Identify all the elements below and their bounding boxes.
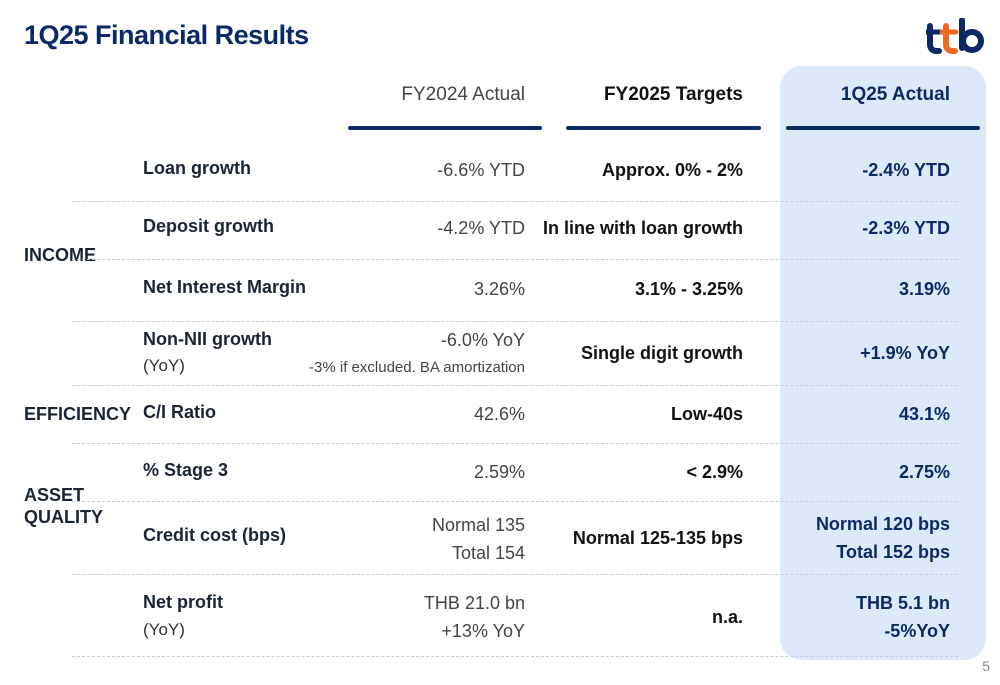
cell-q125: 3.19% <box>898 279 950 299</box>
row-metric-sub: (YoY) <box>143 356 185 375</box>
header-underline <box>348 126 542 130</box>
page-title: 1Q25 Financial Results <box>24 20 309 50</box>
cell-q125: 2.75% <box>898 462 950 482</box>
row-divider <box>72 443 958 444</box>
category-asset-quality: ASSET QUALITY <box>24 484 103 528</box>
header-underline <box>786 126 980 130</box>
cell-fy2024: -6.0% YoY <box>440 330 525 350</box>
cell-q125: -2.3% YTD <box>862 218 950 238</box>
row-metric: C/I Ratio <box>143 402 217 422</box>
cell-q125: +1.9% YoY <box>860 343 950 363</box>
row-metric: Credit cost (bps) <box>143 525 287 545</box>
cell-fy2025: Approx. 0% - 2% <box>601 160 743 180</box>
row-metric: Loan growth <box>143 158 251 178</box>
cell-q125: Normal 120 bps <box>815 514 950 534</box>
cell-fy2024-line2: Total 154 <box>451 543 525 563</box>
category-income: INCOME <box>24 245 96 265</box>
cell-fy2025: 3.1% - 3.25% <box>634 279 743 299</box>
cell-fy2025: Normal 125-135 bps <box>572 528 743 548</box>
cell-fy2024: THB 21.0 bn <box>423 593 525 613</box>
cell-q125: 43.1% <box>898 404 950 424</box>
category-asset-quality-line1: ASSET <box>24 485 85 505</box>
cell-fy2025: Single digit growth <box>581 343 743 363</box>
col-header-fy2025: FY2025 Targets <box>603 84 743 105</box>
row-metric: Deposit growth <box>143 216 274 236</box>
row-divider <box>72 201 958 202</box>
row-divider <box>72 259 958 260</box>
row-divider <box>72 385 958 386</box>
cell-fy2024: 2.59% <box>473 462 525 482</box>
col-header-fy2024: FY2024 Actual <box>401 84 525 105</box>
cell-fy2024-line2: +13% YoY <box>441 621 525 641</box>
cell-q125: -2.4% YTD <box>862 160 950 180</box>
row-metric: Net profit <box>143 592 223 612</box>
cell-fy2024: -4.2% YTD <box>437 218 525 238</box>
row-metric: Non-NII growth <box>143 329 272 349</box>
cell-fy2025: n.a. <box>711 607 743 627</box>
cell-fy2024-note: -3% if excluded. BA amortization <box>309 359 525 376</box>
cell-fy2024: 3.26% <box>473 279 525 299</box>
cell-q125-line2: -5%YoY <box>884 621 950 641</box>
cell-fy2024: Normal 135 <box>431 515 525 535</box>
q125-highlight-panel <box>780 66 986 660</box>
page-number: 5 <box>982 658 990 674</box>
row-metric: Net Interest Margin <box>143 277 307 297</box>
category-asset-quality-line2: QUALITY <box>24 507 103 527</box>
cell-fy2024: -6.6% YTD <box>437 160 525 180</box>
row-divider <box>72 321 958 322</box>
ttb-logo-icon <box>926 18 984 54</box>
cell-fy2025: < 2.9% <box>686 462 743 482</box>
cell-fy2024: 42.6% <box>473 404 525 424</box>
cell-q125: THB 5.1 bn <box>855 593 950 613</box>
category-efficiency: EFFICIENCY <box>24 404 132 424</box>
cell-q125-line2: Total 152 bps <box>836 542 950 562</box>
row-metric: % Stage 3 <box>143 460 229 480</box>
cell-fy2025: In line with loan growth <box>543 218 743 238</box>
col-header-q125: 1Q25 Actual <box>840 84 950 105</box>
row-metric-sub: (YoY) <box>143 620 185 639</box>
row-divider <box>72 501 958 502</box>
row-divider <box>72 656 958 657</box>
cell-fy2025: Low-40s <box>670 404 743 424</box>
row-divider <box>72 574 958 575</box>
header-underline <box>566 126 761 130</box>
